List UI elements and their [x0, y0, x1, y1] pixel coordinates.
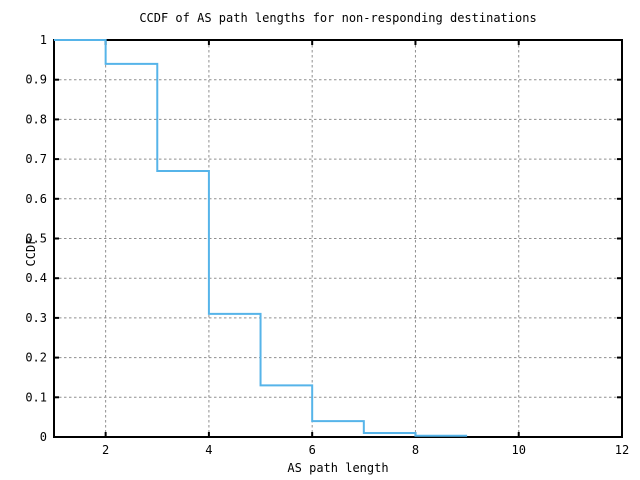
chart-title: CCDF of AS path lengths for non-respondi…: [139, 11, 537, 25]
y-tick-label: 0.7: [25, 152, 47, 166]
y-tick-label: 0.4: [25, 271, 47, 285]
x-tick-label: 8: [412, 443, 419, 457]
y-tick-label: 0.6: [25, 192, 47, 206]
x-tick-label: 2: [102, 443, 109, 457]
y-axis-label: CCDF: [24, 237, 38, 267]
y-tick-label: 0.8: [25, 112, 47, 126]
ccdf-step-line: [54, 39, 468, 437]
y-tick-label: 0.9: [25, 73, 47, 87]
x-tick-label: 10: [512, 443, 526, 457]
y-tick-label: 1: [40, 33, 47, 47]
x-tick-label: 12: [615, 443, 629, 457]
y-tick-label: 0.1: [25, 390, 47, 404]
x-tick-label: 6: [309, 443, 316, 457]
x-tick-label: 4: [205, 443, 212, 457]
y-tick-label: 0.5: [25, 232, 47, 246]
y-tick-label: 0.3: [25, 311, 47, 325]
y-tick-label: 0.2: [25, 351, 47, 365]
y-tick-label: 0: [40, 430, 47, 444]
x-axis-label: AS path length: [287, 461, 389, 475]
